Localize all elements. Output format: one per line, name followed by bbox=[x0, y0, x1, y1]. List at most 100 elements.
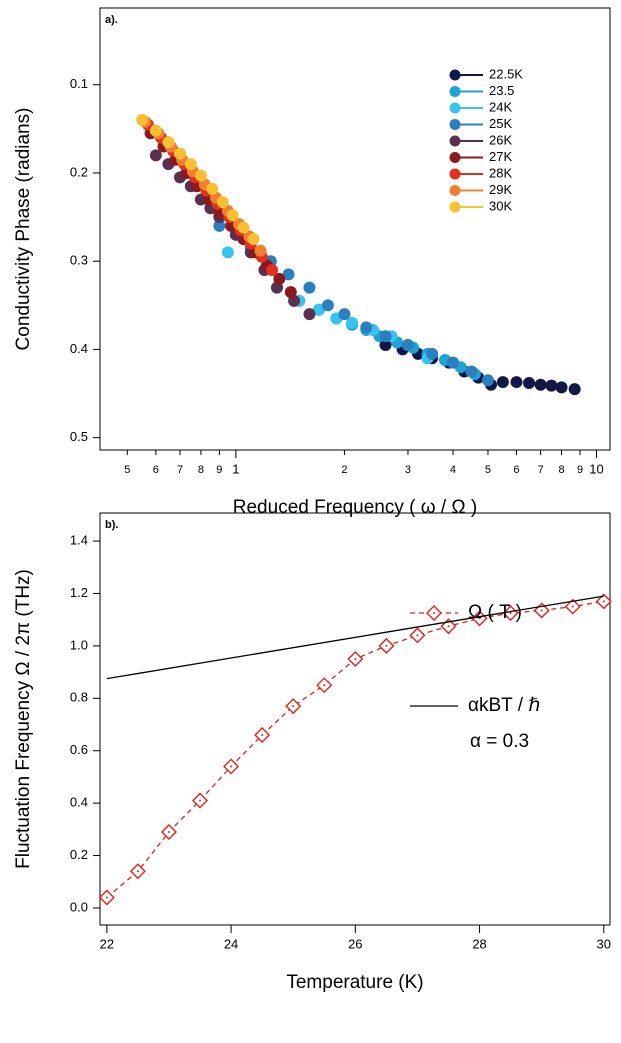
y-axis-title: Conductivity Phase (radians) bbox=[13, 108, 34, 351]
point bbox=[194, 169, 207, 182]
point-dot bbox=[540, 609, 543, 612]
legend-label: 27K bbox=[489, 149, 512, 164]
plot-frame bbox=[99, 7, 611, 451]
point bbox=[401, 339, 414, 352]
x-tick-label: 28 bbox=[472, 936, 486, 951]
point-dot bbox=[230, 765, 233, 768]
legend-marker bbox=[449, 185, 461, 196]
point bbox=[360, 321, 373, 334]
point bbox=[303, 281, 316, 294]
legend-marker bbox=[449, 102, 461, 114]
legend-marker bbox=[449, 152, 461, 163]
legend-label: 30K bbox=[489, 198, 512, 213]
point bbox=[379, 339, 392, 352]
panel-label: a). bbox=[105, 14, 118, 26]
x-tick-label: 5 bbox=[485, 464, 491, 476]
point bbox=[136, 114, 149, 127]
y-tick-label: 1.4 bbox=[70, 532, 88, 547]
legend-marker-dot bbox=[433, 612, 435, 614]
x-tick-label: 8 bbox=[198, 464, 204, 476]
point bbox=[426, 347, 439, 360]
point bbox=[284, 286, 297, 299]
series bbox=[136, 114, 260, 246]
y-tick-label: 0.1 bbox=[70, 76, 88, 91]
point bbox=[213, 219, 226, 232]
point bbox=[266, 264, 279, 277]
point-dot bbox=[571, 605, 574, 608]
point bbox=[216, 196, 229, 209]
point-dot bbox=[354, 657, 357, 660]
legend-label: 24K bbox=[489, 99, 512, 114]
point bbox=[221, 246, 234, 259]
legend-label: 28K bbox=[489, 165, 512, 180]
y-tick-label: 1.0 bbox=[70, 637, 88, 652]
point bbox=[254, 244, 267, 257]
point bbox=[523, 376, 536, 389]
point bbox=[379, 330, 392, 343]
y-tick-label: 0.6 bbox=[70, 742, 88, 757]
x-tick-label: 4 bbox=[450, 464, 456, 476]
point bbox=[226, 209, 239, 222]
series-line bbox=[106, 600, 604, 898]
y-tick-label: 0.8 bbox=[70, 690, 88, 705]
point bbox=[303, 308, 316, 321]
point bbox=[555, 381, 568, 394]
x-tick-label: 6 bbox=[513, 464, 519, 476]
point bbox=[237, 221, 250, 234]
point bbox=[465, 365, 478, 378]
y-tick-label: 0.0 bbox=[70, 899, 88, 914]
legend-marker bbox=[449, 168, 461, 180]
x-tick-label: 30 bbox=[597, 936, 611, 951]
x-tick-label: 8 bbox=[558, 464, 564, 476]
point bbox=[346, 316, 359, 329]
x-tick-label: 3 bbox=[405, 464, 411, 476]
y-tick-label: 0.2 bbox=[70, 847, 88, 862]
x-tick-label: 10 bbox=[589, 461, 603, 476]
point bbox=[149, 124, 162, 137]
x-tick-label: 24 bbox=[224, 936, 238, 951]
point bbox=[545, 379, 558, 392]
legend-label: αkBT / ℏ bbox=[468, 695, 540, 716]
legend-label: 26K bbox=[489, 132, 512, 147]
x-axis-title: Temperature (K) bbox=[286, 972, 423, 993]
point-dot bbox=[199, 799, 202, 802]
x-tick-label: 7 bbox=[177, 464, 183, 476]
legend-label: 29K bbox=[489, 182, 512, 197]
point bbox=[321, 299, 334, 312]
legend-label: 23.5 bbox=[489, 83, 514, 98]
point-dot bbox=[416, 634, 419, 637]
y-axis-title: Fluctuation Frequency Ω / 2π (THz) bbox=[13, 569, 34, 869]
x-tick-label: 6 bbox=[153, 464, 159, 476]
legend-label: 22.5K bbox=[489, 66, 523, 81]
legend-marker bbox=[449, 86, 461, 97]
x-tick-label: 22 bbox=[100, 936, 114, 951]
point bbox=[184, 158, 197, 171]
point bbox=[510, 376, 523, 389]
point bbox=[338, 308, 351, 321]
point-dot bbox=[261, 733, 264, 736]
point bbox=[312, 303, 325, 316]
point bbox=[496, 376, 509, 389]
point-dot bbox=[447, 625, 450, 628]
y-tick-label: 0.3 bbox=[70, 253, 88, 268]
point bbox=[247, 233, 260, 246]
point-dot bbox=[602, 600, 605, 603]
point bbox=[481, 374, 494, 387]
point bbox=[174, 147, 187, 160]
x-axis-title: Reduced Frequency ( ω / Ω ) bbox=[233, 497, 477, 518]
annotation: α = 0.3 bbox=[470, 731, 529, 752]
point bbox=[206, 182, 219, 195]
x-tick-label: 7 bbox=[538, 464, 544, 476]
point-dot bbox=[167, 830, 170, 833]
legend-marker bbox=[449, 69, 461, 81]
y-tick-label: 0.4 bbox=[70, 795, 88, 810]
x-tick-label: 2 bbox=[341, 464, 347, 476]
x-tick-label: 9 bbox=[216, 464, 222, 476]
point-dot bbox=[105, 896, 108, 899]
y-tick-label: 0.4 bbox=[70, 341, 88, 356]
point bbox=[282, 268, 295, 281]
point bbox=[568, 383, 581, 396]
legend-marker bbox=[449, 119, 461, 130]
